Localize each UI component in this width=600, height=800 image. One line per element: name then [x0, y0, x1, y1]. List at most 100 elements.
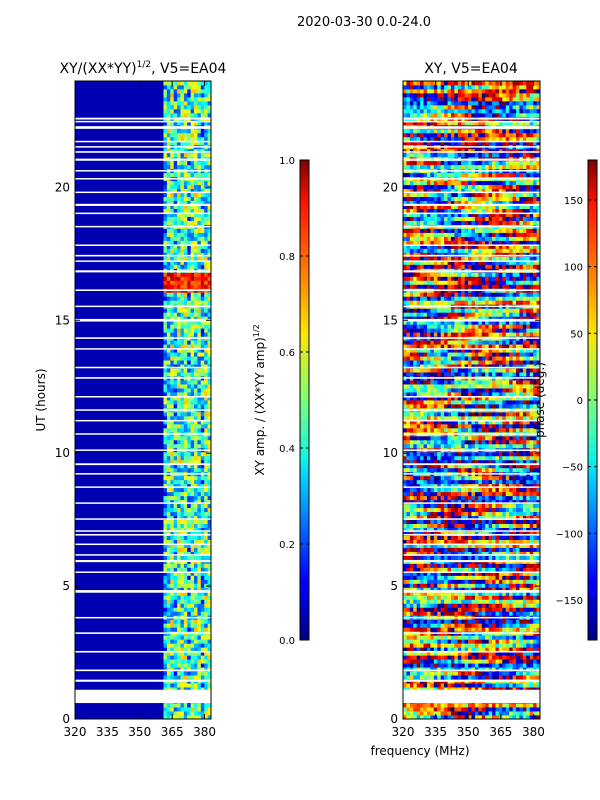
- amplitude-cell: [187, 356, 192, 361]
- phase-cell: [502, 687, 507, 692]
- amplitude-cell: [200, 607, 205, 612]
- phase-cell: [488, 599, 493, 604]
- phase-cell: [437, 499, 442, 505]
- phase-cell: [413, 527, 418, 532]
- phase-cell: [426, 543, 431, 548]
- amplitude-cell: [200, 248, 205, 253]
- amplitude-cell: [183, 384, 188, 389]
- phase-cell: [478, 479, 483, 485]
- amplitude-cell: [170, 547, 175, 552]
- amplitude-cell: [194, 623, 198, 628]
- amplitude-cell: [183, 647, 188, 652]
- phase-cell: [416, 627, 421, 632]
- phase-cell: [444, 643, 448, 648]
- amplitude-cell: [197, 551, 202, 556]
- phase-cell: [536, 459, 540, 465]
- amplitude-cell: [197, 619, 202, 624]
- phase-cell: [529, 503, 534, 509]
- phase-cell: [492, 611, 496, 616]
- phase-cell: [474, 463, 479, 469]
- phase-cell: [457, 587, 462, 592]
- amplitude-cell: [207, 120, 211, 126]
- phase-cell: [416, 715, 421, 719]
- phase-cell: [457, 499, 462, 505]
- phase-cell: [485, 619, 490, 624]
- amplitude-cell: [170, 100, 175, 106]
- phase-cell: [509, 527, 513, 532]
- amplitude-cell: [197, 671, 202, 676]
- phase-cell: [512, 587, 517, 592]
- phase-cell: [461, 655, 466, 660]
- phase-cell: [505, 659, 510, 664]
- phase-cell: [447, 619, 452, 624]
- phase-cell: [526, 619, 531, 624]
- amplitude-cell: [197, 459, 202, 465]
- phase-cell: [492, 523, 496, 528]
- phase-cell: [420, 595, 424, 600]
- amplitude-cell: [173, 599, 178, 604]
- amplitude-cell: [200, 643, 205, 648]
- phase-cell: [416, 711, 421, 716]
- amplitude-cell: [187, 467, 192, 473]
- phase-cell: [413, 531, 418, 536]
- amplitude-cell: [166, 587, 171, 592]
- amplitude-cell: [187, 308, 192, 313]
- amplitude-cell: [183, 200, 188, 206]
- amplitude-cell: [207, 587, 211, 592]
- amplitude-cell: [183, 623, 188, 628]
- amplitude-cell: [173, 639, 178, 644]
- amplitude-cell: [183, 220, 188, 225]
- amplitude-cell: [194, 475, 198, 481]
- phase-cell: [522, 675, 527, 680]
- phase-cell: [457, 547, 462, 552]
- phase-cell: [492, 667, 496, 672]
- amplitude-cell: [200, 280, 205, 285]
- phase-cell: [447, 547, 452, 552]
- phase-cell: [509, 643, 513, 648]
- amplitude-cell: [166, 627, 171, 632]
- amplitude-cell: [173, 415, 178, 421]
- amplitude-cell: [207, 507, 211, 513]
- phase-cell: [485, 503, 490, 509]
- phase-cell: [457, 607, 462, 612]
- amplitude-cell: [170, 312, 175, 317]
- phase-cell: [512, 523, 517, 528]
- amplitude-cell: [204, 292, 209, 297]
- amplitude-cell: [204, 328, 209, 333]
- phase-cell: [413, 519, 418, 525]
- phase-cell: [430, 479, 435, 485]
- amplitude-cell: [173, 396, 178, 401]
- amplitude-cell: [200, 463, 205, 469]
- amplitude-cell: [200, 132, 205, 138]
- amplitude-cell: [173, 384, 178, 389]
- amplitude-cell: [177, 372, 181, 377]
- phase-cell: [481, 579, 486, 584]
- phase-cell: [468, 599, 472, 604]
- phase-cell: [450, 611, 455, 616]
- amplitude-cell: [177, 296, 181, 301]
- amplitude-cell: [170, 415, 175, 421]
- amplitude-cell: [200, 479, 205, 485]
- phase-cell: [440, 519, 445, 525]
- amplitude-cell: [194, 571, 198, 576]
- phase-cell: [440, 655, 445, 660]
- amplitude-cell: [204, 531, 209, 536]
- amplitude-cell: [190, 507, 195, 513]
- phase-cell: [502, 639, 507, 644]
- phase-cell: [505, 539, 510, 544]
- phase-cell: [495, 503, 500, 509]
- phase-cell: [430, 659, 435, 664]
- phase-cell: [474, 627, 479, 632]
- phase-cell: [519, 599, 524, 604]
- phase-cell: [423, 639, 428, 644]
- amplitude-cell: [170, 455, 175, 461]
- amplitude-cell: [180, 599, 185, 604]
- phase-cell: [485, 579, 490, 584]
- phase-cell: [519, 579, 524, 584]
- phase-cell: [536, 671, 540, 676]
- amplitude-cell: [190, 312, 195, 317]
- amplitude-cell: [194, 507, 198, 513]
- amplitude-cell: [194, 364, 198, 369]
- phase-cell: [498, 511, 503, 517]
- amplitude-cell: [173, 252, 178, 257]
